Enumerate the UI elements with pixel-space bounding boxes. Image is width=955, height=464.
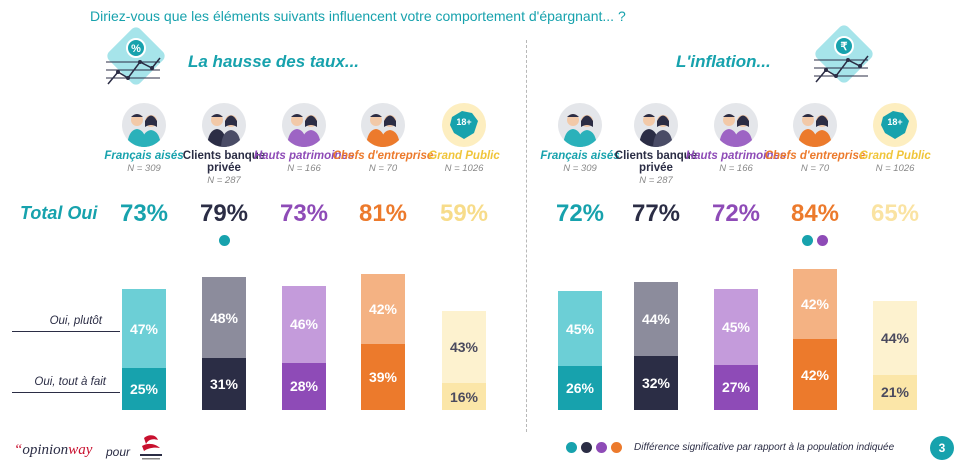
bar-segment-plutot: 46% — [282, 285, 326, 363]
bar-segment-tout-a-fait: 28% — [282, 362, 326, 410]
bar-segment-plutot: 48% — [202, 277, 246, 358]
france-map-icon: 18+ — [442, 103, 486, 147]
group-name-2: Hauts patrimoines N = 166 — [684, 150, 788, 175]
bar-segment-tout-a-fait: 26% — [558, 366, 602, 410]
group-label: Chefs d'entreprise — [332, 150, 434, 162]
total-value: 84% — [790, 200, 840, 227]
people-avatar-icon — [282, 103, 326, 147]
legend-text: Différence significative par rapport à l… — [634, 442, 895, 453]
legend-dot-navy — [581, 442, 592, 453]
footer-pour: pour — [106, 445, 131, 459]
group-sample-size: N = 309 — [127, 163, 161, 174]
group-sample-size: N = 309 — [563, 163, 597, 174]
group-name-3: Chefs d'entreprise N = 70 — [331, 150, 435, 175]
people-avatar-icon — [122, 103, 166, 147]
bar-segment-tout-a-fait: 32% — [634, 356, 678, 410]
total-value: 79% — [199, 200, 249, 227]
bar-segment-tout-a-fait: 42% — [793, 339, 837, 410]
group-sample-size: N = 287 — [639, 175, 673, 186]
currency-chart-icon: ₹ — [808, 22, 878, 96]
total-value: 59% — [439, 200, 489, 227]
group-sample-size: N = 287 — [207, 175, 241, 186]
group-label: Hauts patrimoines — [253, 150, 355, 162]
group-sample-size: N = 166 — [719, 163, 753, 174]
total-value: 73% — [119, 200, 169, 227]
bar-segment-tout-a-fait: 21% — [873, 374, 917, 410]
significance-dot — [802, 235, 813, 246]
bar-segment-plutot: 42% — [793, 268, 837, 340]
legend-dot-orange — [611, 442, 622, 453]
bar-segment-tout-a-fait: 31% — [202, 357, 246, 410]
bar-segment-plutot: 44% — [873, 300, 917, 375]
group-sample-size: N = 70 — [368, 163, 398, 174]
bar-segment-plutot: 43% — [442, 310, 486, 384]
total-value: 81% — [358, 200, 408, 227]
group-label: Grand Public — [428, 150, 500, 162]
group-name-1: Clients banque privée N = 287 — [604, 150, 708, 187]
people-avatar-icon — [634, 103, 678, 147]
group-label: Hauts patrimoines — [685, 150, 787, 162]
group-name-4: Grand Public N = 1026 — [412, 150, 516, 175]
swisslife-logo — [140, 435, 162, 460]
total-value: 77% — [631, 200, 681, 227]
bar-segment-plutot: 44% — [634, 282, 678, 357]
people-avatar-icon — [202, 103, 246, 147]
bar-segment-tout-a-fait: 27% — [714, 364, 758, 410]
people-avatar-icon — [714, 103, 758, 147]
group-label: Français aisés — [104, 150, 184, 162]
survey-question: Diriez-vous que les éléments suivants in… — [90, 8, 626, 24]
significance-dot — [817, 235, 828, 246]
group-label: Clients banque privée — [614, 150, 698, 174]
total-value: 65% — [870, 200, 920, 227]
bar-segment-tout-a-fait: 16% — [442, 383, 486, 410]
total-value: 72% — [555, 200, 605, 227]
row-line-plutot — [12, 331, 120, 332]
svg-text:18+: 18+ — [887, 117, 902, 127]
panel-title-right: L'inflation... — [676, 52, 771, 71]
people-avatar-icon — [558, 103, 602, 147]
opinionway-logo: “opinionway — [14, 442, 93, 458]
panel-title-left: La hausse des taux... — [188, 52, 360, 71]
bar-segment-tout-a-fait: 25% — [122, 368, 166, 410]
group-sample-size: N = 166 — [287, 163, 321, 174]
significance-dot — [218, 235, 230, 246]
group-sample-size: N = 1026 — [444, 163, 484, 174]
panel-divider — [526, 40, 527, 432]
group-name-1: Clients banque privée N = 287 — [172, 150, 276, 187]
svg-text:18+: 18+ — [456, 117, 471, 127]
row-label-plutot: Oui, plutôt — [49, 315, 102, 327]
group-name-2: Hauts patrimoines N = 166 — [252, 150, 356, 175]
svg-text:%: % — [131, 43, 141, 55]
total-value: 73% — [279, 200, 329, 227]
group-name-3: Chefs d'entreprise N = 70 — [763, 150, 867, 175]
bar-segment-plutot: 45% — [558, 290, 602, 367]
group-name-0: Français aisés N = 309 — [528, 150, 632, 175]
page-number: 3 — [930, 436, 954, 460]
group-label: Grand Public — [859, 150, 931, 162]
bar-segment-tout-a-fait: 39% — [361, 344, 405, 410]
bar-segment-plutot: 47% — [122, 289, 166, 368]
group-sample-size: N = 70 — [800, 163, 830, 174]
legend-dot-teal — [566, 442, 577, 453]
legend-dot-purple — [596, 442, 607, 453]
bar-segment-plutot: 45% — [714, 289, 758, 365]
group-label: Clients banque privée — [182, 150, 266, 174]
svg-text:₹: ₹ — [841, 41, 848, 53]
total-value: 72% — [711, 200, 761, 227]
group-label: Français aisés — [540, 150, 620, 162]
group-sample-size: N = 1026 — [875, 163, 915, 174]
people-avatar-icon — [793, 103, 837, 147]
total-oui-label: Total Oui — [20, 203, 98, 223]
group-label: Chefs d'entreprise — [764, 150, 866, 162]
people-avatar-icon — [361, 103, 405, 147]
row-line-tout-a-fait — [12, 392, 120, 393]
france-map-icon: 18+ — [873, 103, 917, 147]
row-label-tout-a-fait: Oui, tout à fait — [34, 376, 106, 388]
bar-segment-plutot: 42% — [361, 273, 405, 345]
group-name-4: Grand Public N = 1026 — [843, 150, 947, 175]
percent-chart-icon: % — [100, 24, 170, 98]
group-name-0: Français aisés N = 309 — [92, 150, 196, 175]
